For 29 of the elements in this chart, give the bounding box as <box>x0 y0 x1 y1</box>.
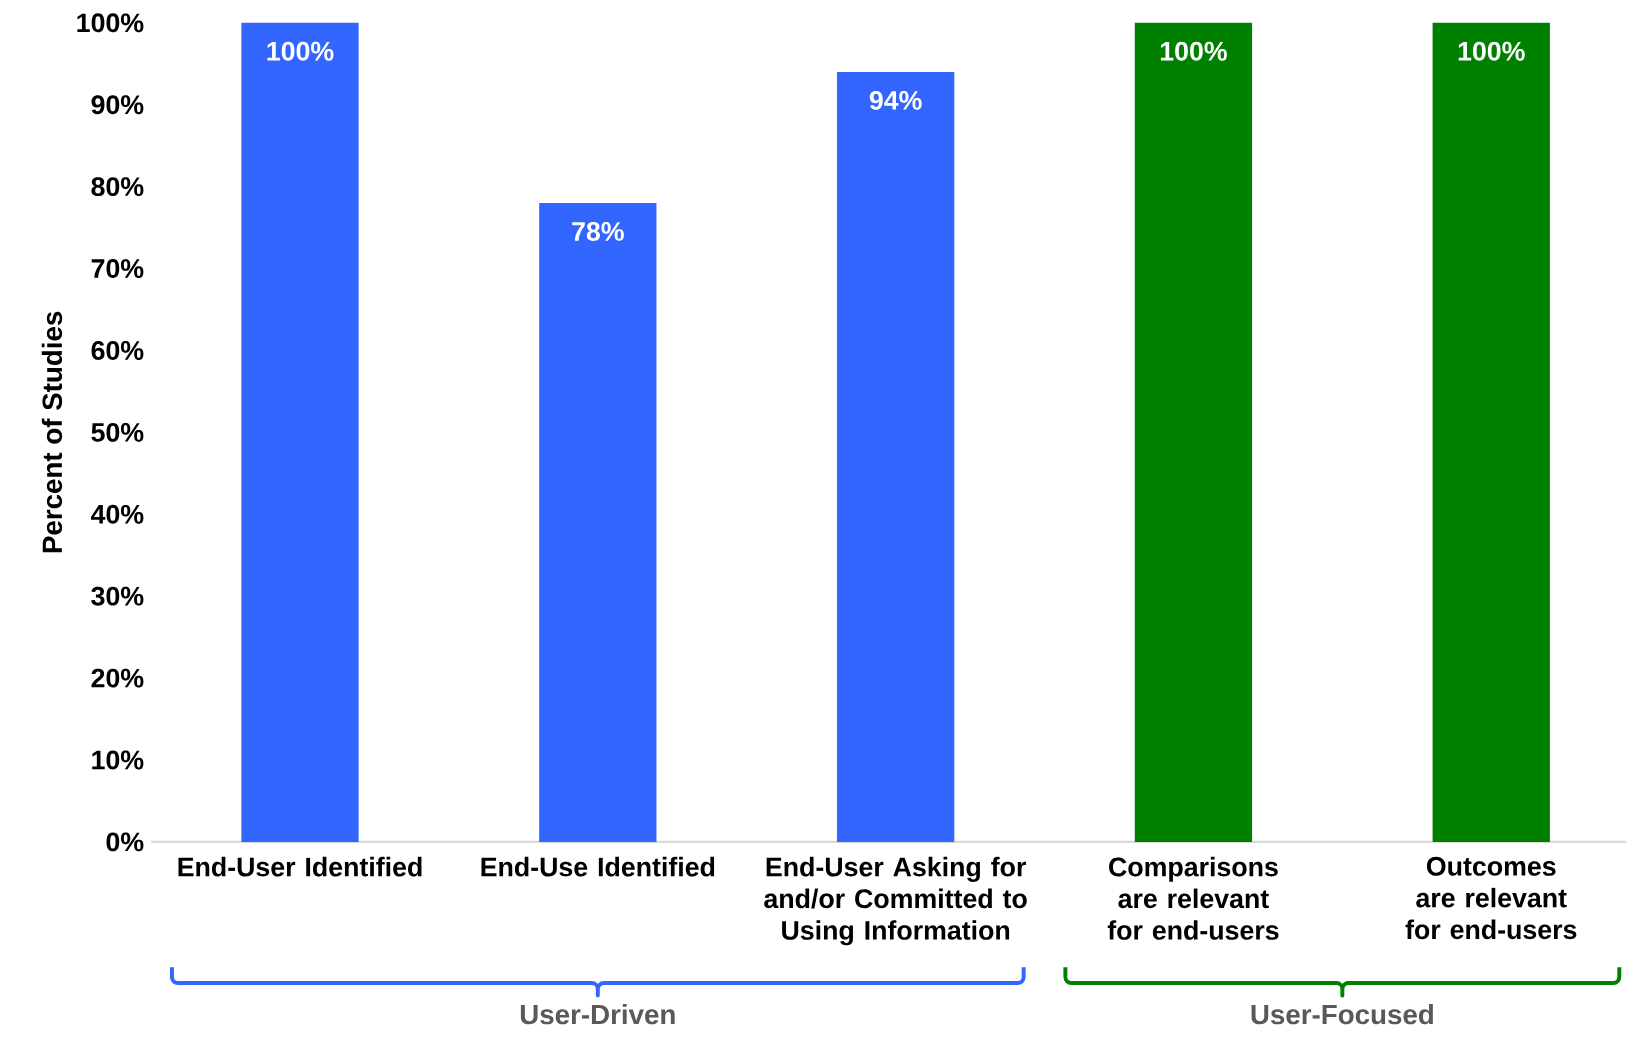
x-tick-label: End-User Asking for and/or Committed to Using Information <box>764 857 1027 946</box>
y-tick-label: 20% <box>91 668 144 688</box>
data-label: 100% <box>1160 41 1227 61</box>
y-tick-label: 30% <box>91 586 144 606</box>
data-label: 100% <box>267 41 334 61</box>
x-tick-label: End-Use Identified <box>481 857 715 877</box>
y-tick-label: 0% <box>106 832 144 852</box>
y-tick-label: 40% <box>90 504 144 524</box>
bar <box>241 22 359 843</box>
data-label: 78% <box>572 222 624 242</box>
bar <box>539 203 657 843</box>
y-axis-title: Percent of Studies <box>41 311 63 553</box>
bar <box>1432 22 1550 843</box>
y-tick-label: 60% <box>91 341 144 361</box>
y-tick-label: 70% <box>91 259 144 279</box>
x-tick-label: Comparisons are relevant for end-users <box>1107 857 1279 941</box>
y-tick-label: 100% <box>77 13 144 33</box>
y-tick-label: 50% <box>91 423 144 442</box>
y-tick-label: 90% <box>91 95 144 115</box>
text: User-Driven <box>520 1004 675 1025</box>
text: User-Focused <box>1251 1004 1433 1025</box>
y-tick-label: 80% <box>91 177 144 197</box>
data-label: 94% <box>869 91 922 110</box>
bar <box>836 72 955 843</box>
data-label: 100% <box>1458 41 1525 61</box>
x-tick-label: Outcomes are relevant for end-users <box>1405 857 1577 940</box>
bar <box>1134 22 1253 843</box>
y-tick-label: 10% <box>92 750 144 770</box>
x-tick-label: End-User Identified <box>178 857 422 877</box>
